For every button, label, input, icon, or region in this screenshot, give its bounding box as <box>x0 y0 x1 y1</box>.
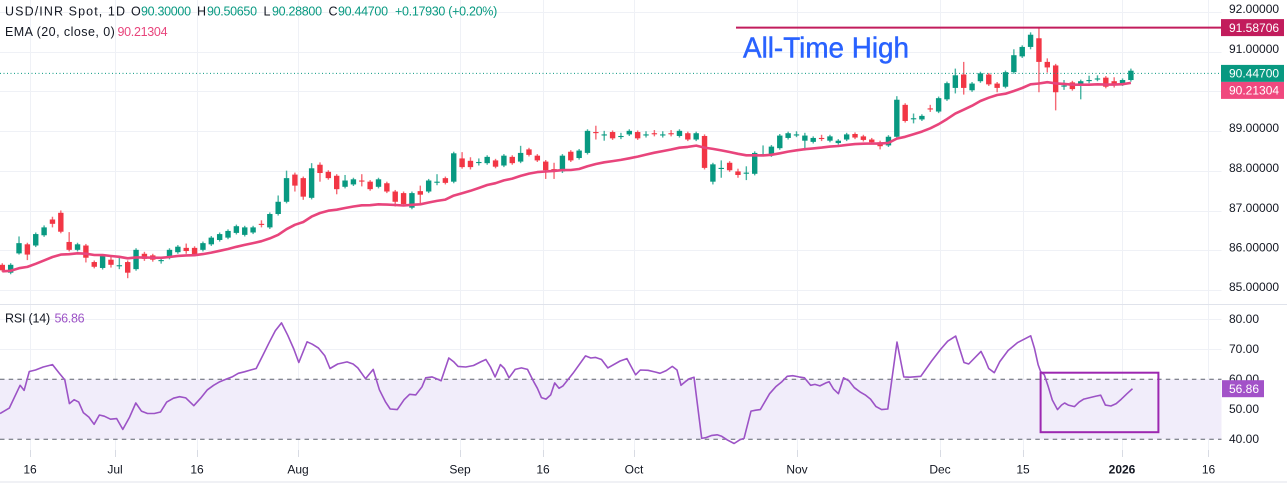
svg-text:88.00000: 88.00000 <box>1229 161 1279 175</box>
svg-text:56.86: 56.86 <box>1229 382 1259 396</box>
svg-text:Jul: Jul <box>107 463 122 477</box>
svg-text:All-Time High: All-Time High <box>743 33 909 65</box>
svg-text:50.00: 50.00 <box>1229 402 1259 416</box>
svg-text:90.21304: 90.21304 <box>1229 84 1279 98</box>
svg-text:86.00000: 86.00000 <box>1229 241 1279 255</box>
svg-text:EMA (20, close, 0)90.21304: EMA (20, close, 0) 90.21304 <box>5 25 168 39</box>
svg-text:91.00000: 91.00000 <box>1229 42 1279 56</box>
svg-text:Nov: Nov <box>786 463 807 477</box>
svg-text:89.00000: 89.00000 <box>1229 121 1279 135</box>
svg-text:80.00: 80.00 <box>1229 312 1259 326</box>
svg-text:40.00: 40.00 <box>1229 432 1259 446</box>
svg-text:RSI (14)56.86: RSI (14) 56.86 <box>5 312 85 326</box>
svg-text:92.00000: 92.00000 <box>1229 2 1279 16</box>
svg-text:90.44700: 90.44700 <box>1229 67 1279 81</box>
svg-text:70.00: 70.00 <box>1229 342 1259 356</box>
svg-text:16: 16 <box>536 463 550 477</box>
svg-text:Sep: Sep <box>449 463 471 477</box>
svg-text:16: 16 <box>190 463 204 477</box>
svg-text:85.00000: 85.00000 <box>1229 280 1279 294</box>
svg-text:Oct: Oct <box>625 463 644 477</box>
svg-text:16: 16 <box>1202 463 1216 477</box>
svg-text:Aug: Aug <box>287 463 308 477</box>
svg-text:91.58706: 91.58706 <box>1229 21 1279 35</box>
svg-text:16: 16 <box>23 463 37 477</box>
svg-text:15: 15 <box>1016 463 1030 477</box>
svg-text:Dec: Dec <box>929 463 950 477</box>
svg-text:2026: 2026 <box>1109 463 1136 477</box>
svg-text:87.00000: 87.00000 <box>1229 201 1279 215</box>
